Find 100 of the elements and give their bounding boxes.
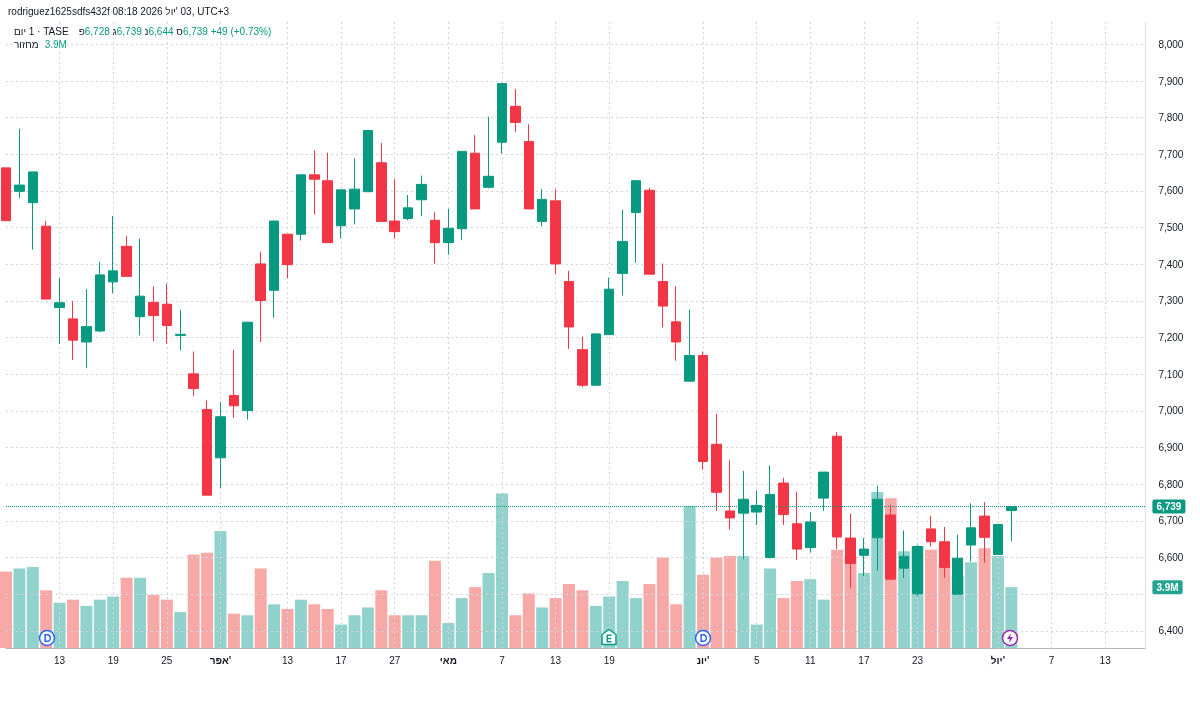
bar (321, 609, 334, 648)
candlestick (403, 194, 413, 221)
bar (80, 605, 93, 648)
candlestick (671, 285, 681, 362)
candlestick (81, 288, 92, 369)
bar (536, 607, 549, 648)
bar (214, 531, 227, 648)
candlestick (778, 477, 789, 526)
bar (13, 568, 26, 648)
x-tick-label: 13 (1099, 654, 1112, 666)
bar (522, 593, 535, 648)
bar (442, 623, 455, 648)
candlestick (376, 142, 387, 222)
bar (281, 609, 294, 648)
bar (455, 598, 468, 648)
candlestick (443, 208, 454, 256)
candlestick (1, 167, 11, 222)
y-tick-label: 6,900 (1158, 442, 1184, 454)
x-tick-label: אפר' (209, 654, 232, 666)
candlestick (564, 270, 574, 350)
candlestick (336, 189, 346, 239)
candlestick (711, 413, 722, 512)
candlestick (188, 351, 199, 397)
candlestick (617, 209, 628, 296)
candlestick (698, 351, 708, 471)
bar (227, 613, 240, 648)
candlestick (349, 157, 360, 225)
bar (817, 599, 830, 648)
y-tick-label: 6,400 (1158, 625, 1184, 637)
x-tick-label: מאי (439, 654, 457, 666)
y-tick-label: 6,800 (1158, 478, 1184, 490)
x-tick-label: 17 (335, 654, 348, 666)
candlestick (631, 180, 641, 264)
y-tick-label: 7,400 (1158, 258, 1184, 270)
bar (147, 594, 160, 648)
bar (388, 615, 401, 648)
x-tick-label: 17 (858, 654, 870, 666)
candlestick (202, 400, 212, 496)
bar (469, 587, 482, 648)
y-tick-label: 6,600 (1158, 552, 1184, 563)
candlestick (108, 215, 118, 294)
bar (509, 615, 522, 648)
candlestick (162, 283, 172, 344)
candlestick (832, 431, 842, 550)
bar (804, 579, 817, 648)
candlestick (148, 285, 159, 342)
candlestick (483, 116, 494, 189)
bar (428, 560, 441, 648)
candlestick (322, 152, 333, 244)
bar (160, 599, 173, 648)
y-tick-label: 7,900 (1158, 75, 1184, 87)
candlestick (644, 187, 655, 275)
bar (308, 604, 321, 648)
bar (737, 555, 750, 648)
candlestick (510, 88, 521, 133)
x-tick-label: 27 (389, 654, 401, 666)
x-tick-label: 19 (107, 654, 120, 666)
bar (402, 615, 415, 648)
x-tick-label: 7 (1048, 654, 1055, 666)
candlestick (282, 233, 293, 279)
candlestick (926, 515, 936, 547)
text: 3.9M (1156, 581, 1179, 593)
y-tick-label: 7,100 (1158, 368, 1184, 380)
y-tick-label: 7,600 (1158, 185, 1184, 197)
x-tick-label: 25 (161, 654, 173, 666)
bar (67, 599, 80, 648)
x-tick-label: 13 (281, 654, 294, 666)
bar (241, 615, 254, 648)
bar (268, 604, 281, 648)
bar (683, 506, 696, 648)
bar (174, 612, 187, 648)
y-tick-label: 7,800 (1158, 112, 1184, 124)
y-tick-label: 7,500 (1158, 222, 1184, 234)
x-tick-label: יול' (990, 654, 1006, 666)
x-tick-label: 13 (54, 654, 66, 666)
candlestick (28, 171, 38, 251)
candlestick (993, 524, 1003, 556)
candlestick (14, 128, 25, 199)
y-tick-label: 7,700 (1158, 148, 1184, 160)
candlestick (550, 188, 561, 275)
x-tick-label: 11 (805, 654, 816, 666)
candlestick (604, 277, 614, 336)
x-tick-label: 7 (499, 654, 506, 666)
bar (26, 566, 39, 648)
bar (120, 577, 133, 648)
y-tick-label: 7,300 (1158, 295, 1184, 307)
x-tick-label: 23 (911, 654, 924, 666)
candlestick (416, 175, 427, 217)
bar (53, 602, 66, 648)
y-tick-label: 7,000 (1158, 405, 1184, 417)
candlestick (684, 309, 695, 382)
bar (294, 599, 307, 648)
candlestick (537, 188, 547, 227)
candlestick (215, 401, 226, 489)
candlestick (524, 123, 534, 210)
candlestick (805, 511, 816, 553)
candlestick (54, 277, 65, 345)
candlestick (255, 251, 266, 343)
candlestick (135, 238, 145, 336)
bar (643, 584, 656, 648)
